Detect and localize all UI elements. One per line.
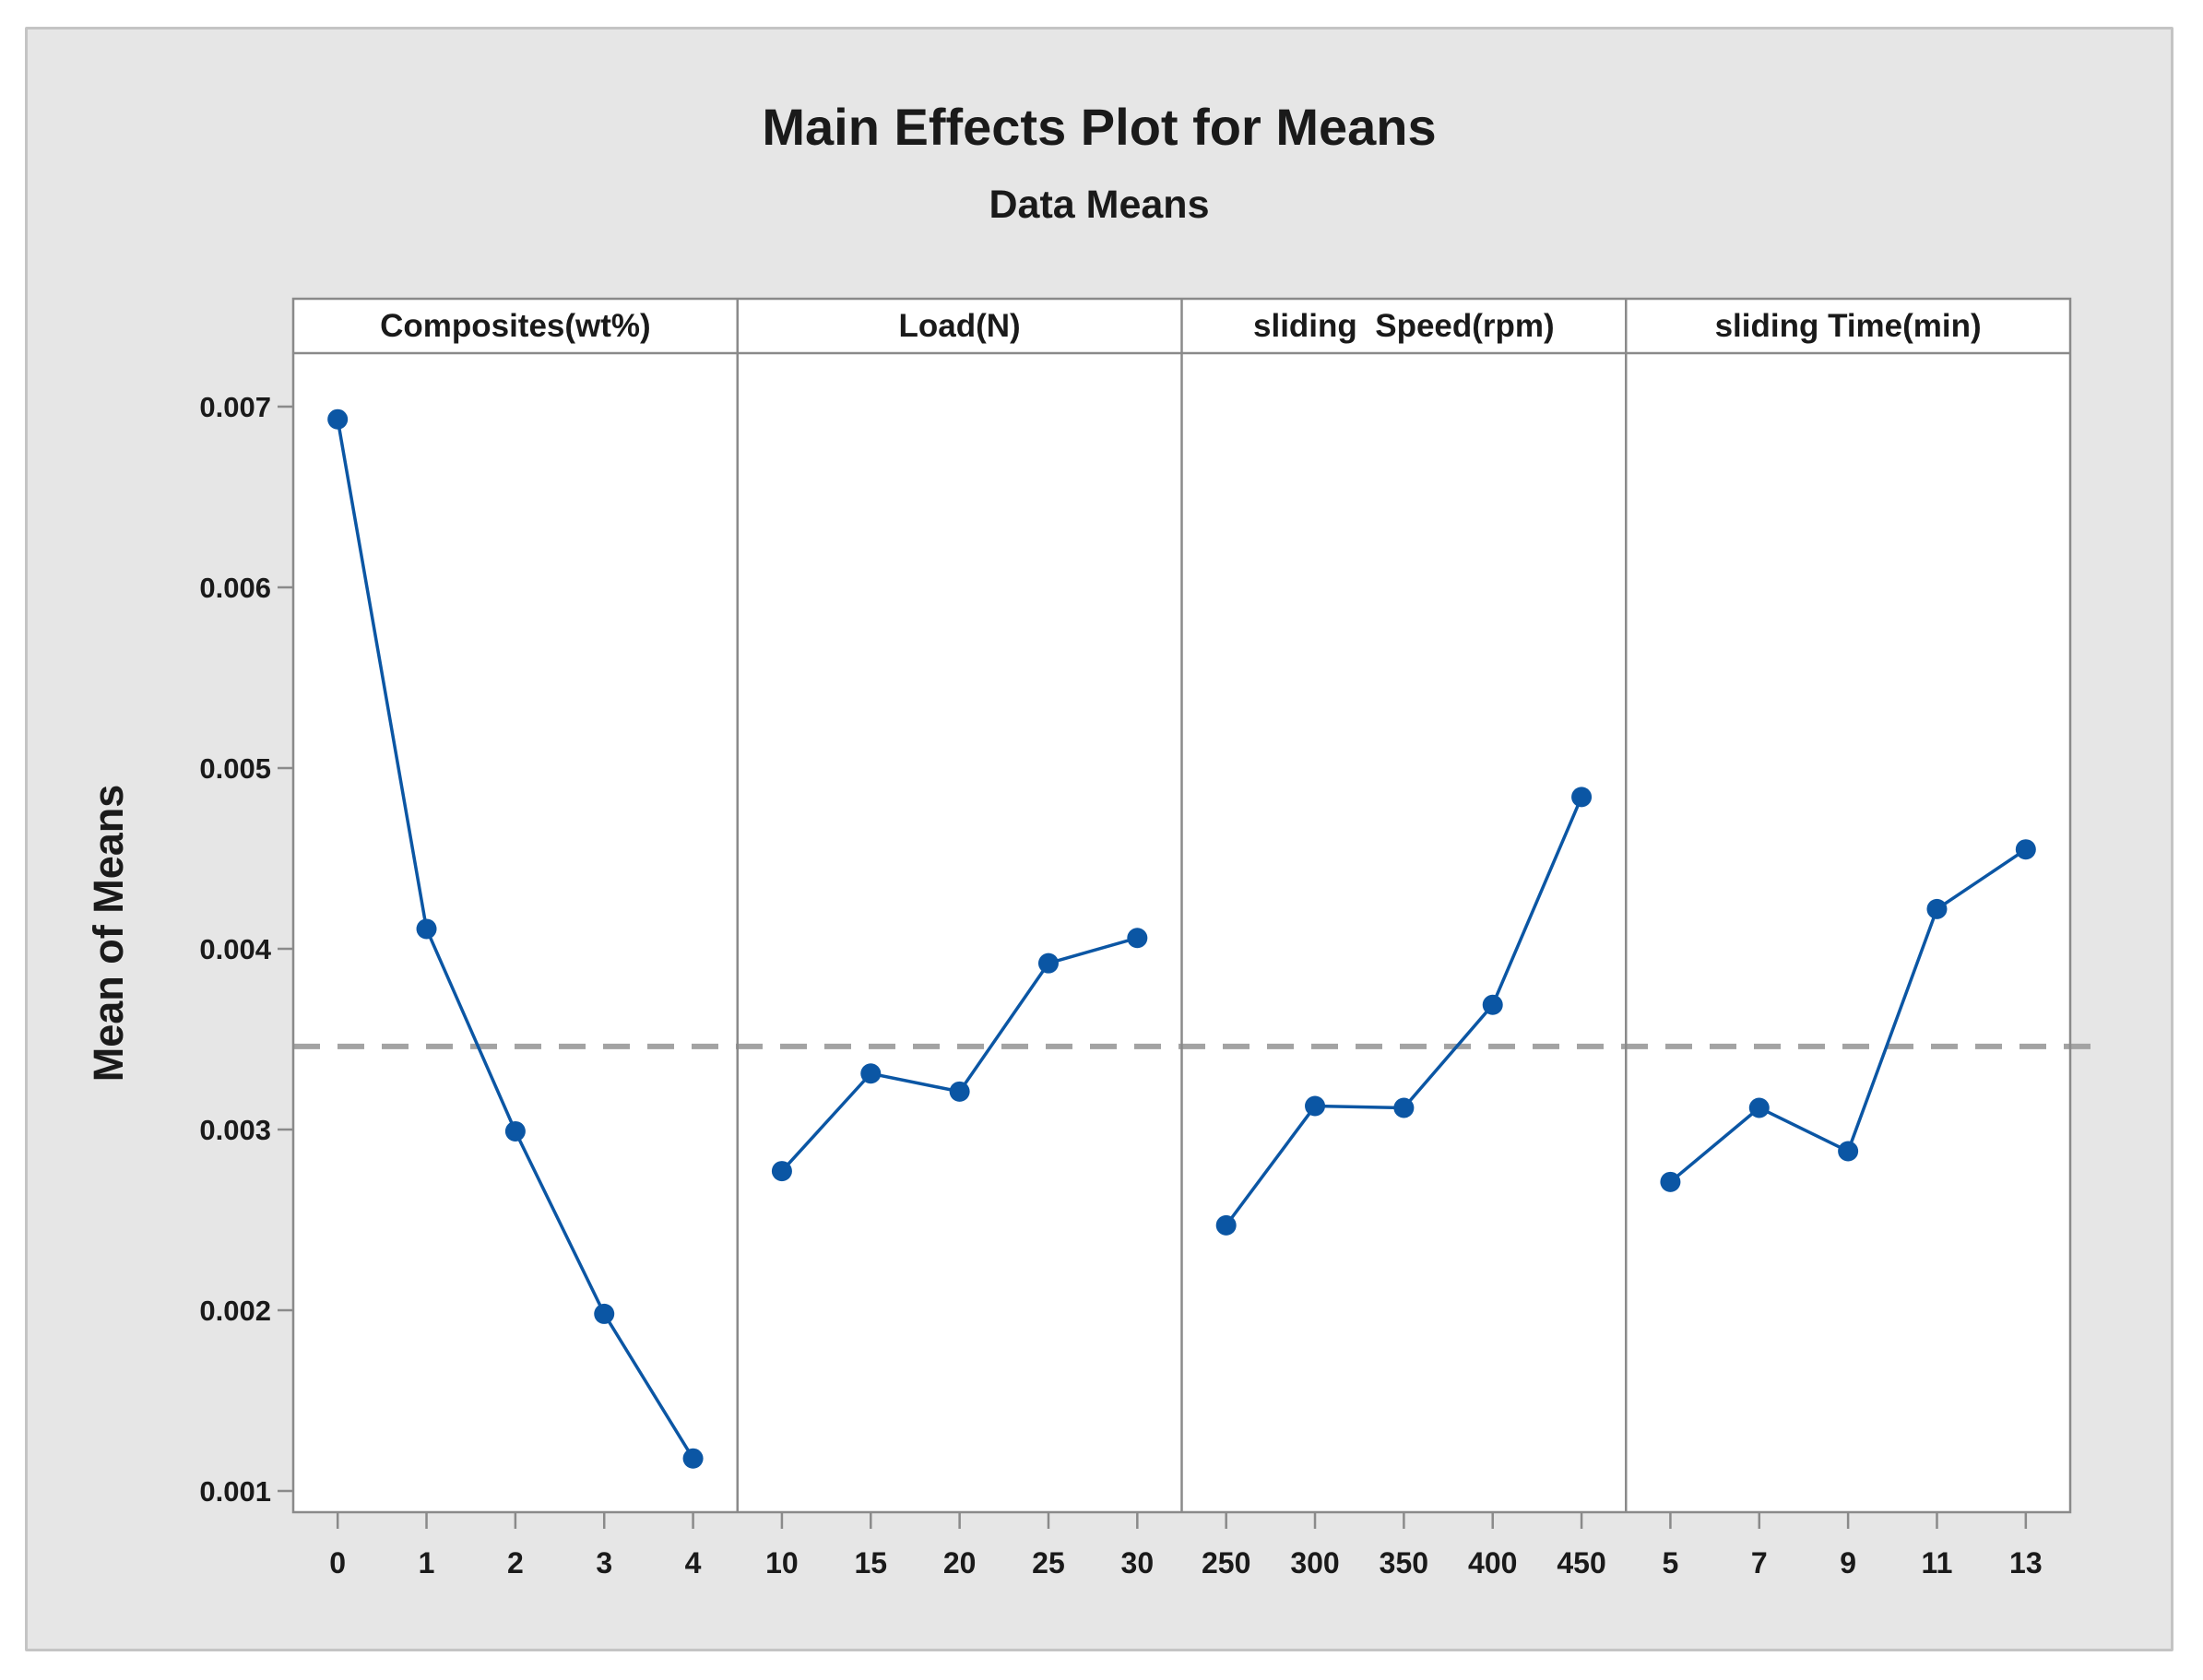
x-tick-label: 10: [765, 1546, 799, 1579]
data-point: [771, 1161, 792, 1182]
data-point: [327, 408, 349, 430]
x-tick-label: 4: [685, 1546, 702, 1579]
data-point: [1482, 994, 1503, 1015]
data-point: [1393, 1097, 1415, 1118]
data-point: [1926, 898, 1948, 919]
x-tick-label: 3: [596, 1546, 612, 1579]
chart-subtitle: Data Means: [989, 183, 1210, 227]
data-point: [1037, 952, 1059, 974]
data-point: [860, 1063, 882, 1084]
panel-header-label: Load(N): [899, 308, 1021, 344]
data-point: [1571, 787, 1593, 808]
x-tick-label: 1: [419, 1546, 435, 1579]
x-tick-label: 450: [1557, 1546, 1605, 1579]
x-tick-label: 250: [1202, 1546, 1250, 1579]
x-tick-label: 350: [1380, 1546, 1428, 1579]
data-point: [1748, 1097, 1770, 1118]
data-point: [1660, 1171, 1681, 1192]
x-tick-label: 0: [329, 1546, 346, 1579]
data-point: [416, 918, 437, 940]
x-tick-label: 7: [1751, 1546, 1768, 1579]
y-tick-label: 0.004: [199, 933, 271, 965]
y-tick-label: 0.003: [199, 1114, 271, 1146]
y-tick-label: 0.006: [199, 572, 271, 604]
x-tick-label: 400: [1468, 1546, 1517, 1579]
x-tick-label: 9: [1840, 1546, 1856, 1579]
panel-header-label: sliding Time(min): [1715, 308, 1982, 344]
data-point: [1305, 1095, 1326, 1117]
x-tick-label: 15: [854, 1546, 887, 1579]
x-tick-label: 11: [1922, 1546, 1953, 1579]
data-point: [504, 1120, 526, 1142]
panel-header-label: Composites(wt%): [380, 308, 651, 344]
x-tick-label: 300: [1290, 1546, 1339, 1579]
panel-header-label: sliding Speed(rpm): [1253, 308, 1555, 344]
x-tick-label: 2: [507, 1546, 524, 1579]
y-tick-label: 0.007: [199, 391, 271, 423]
data-point: [2015, 839, 2036, 860]
data-point: [1215, 1214, 1237, 1236]
data-point: [1838, 1141, 1859, 1162]
x-tick-label: 25: [1032, 1546, 1065, 1579]
chart-title: Main Effects Plot for Means: [762, 98, 1437, 156]
data-point: [1127, 928, 1148, 949]
y-tick-label: 0.005: [199, 752, 271, 785]
x-tick-label: 20: [943, 1546, 977, 1579]
y-tick-label: 0.002: [199, 1295, 271, 1327]
x-tick-label: 5: [1663, 1546, 1679, 1579]
data-point: [682, 1448, 704, 1469]
data-point: [949, 1081, 970, 1102]
data-point: [594, 1303, 615, 1324]
y-tick-label: 0.001: [199, 1475, 271, 1508]
x-tick-label: 30: [1121, 1546, 1155, 1579]
x-tick-label: 13: [2009, 1546, 2043, 1579]
plot-frame: [291, 297, 2072, 1514]
